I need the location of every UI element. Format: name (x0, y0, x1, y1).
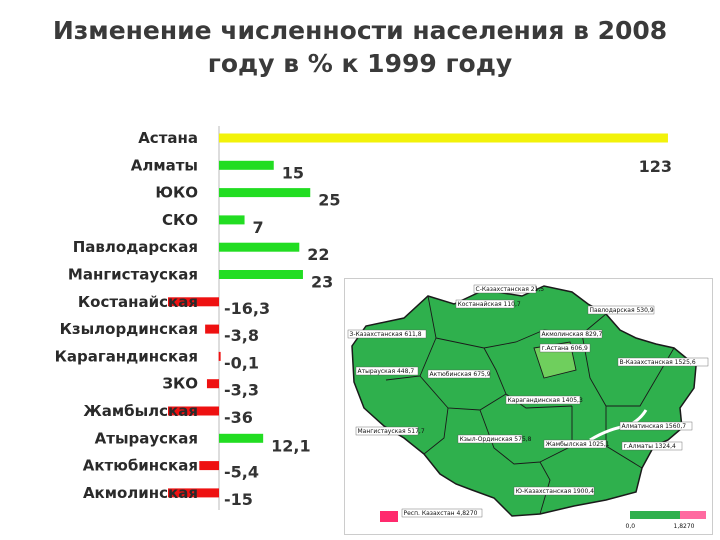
map-label-box-15 (513, 486, 595, 496)
map-label-8: В-Казахстанская 1525,6 (620, 359, 696, 366)
bar-8 (218, 351, 221, 361)
map-label-0: С-Казахстанская 21,5 (476, 286, 545, 293)
value-label-6: -16,3 (224, 299, 270, 318)
bars-layer: Астана 123 Алматы 15 ЮКО 25 СКО 7 Павлодарская 22… (55, 129, 672, 509)
map-label-12: Жамбылская 1025,1 (546, 441, 610, 448)
map-label-7: Актюбинская 675,9 (430, 371, 491, 378)
map-label-13: Алматинская 1560,7 (622, 423, 687, 430)
map-label-6: Атырауская 448,7 (358, 368, 415, 375)
map-label-15: Ю-Казахстанская 1900,4 (516, 488, 595, 495)
map-label-box-7 (427, 369, 491, 379)
category-label-5: Мангистауская (68, 266, 198, 284)
category-label-6: Костанайская (78, 293, 198, 311)
value-label-0: 123 (639, 157, 672, 176)
bar-0 (219, 133, 668, 143)
legend-gradient-bar-tail (680, 511, 706, 519)
bar-6 (168, 297, 219, 307)
category-label-2: ЮКО (155, 184, 198, 202)
bar-2 (219, 188, 311, 198)
map-label-5: г.Астана 606,9 (542, 345, 589, 352)
map-label-box-1 (455, 299, 515, 309)
map-label-box-4 (539, 329, 603, 339)
category-label-4: Павлодарская (73, 238, 198, 256)
map-label-box-13 (619, 421, 693, 431)
category-label-13: Акмолинская (83, 484, 198, 502)
category-label-7: Кзылординская (60, 320, 198, 338)
legend-republic-swatch (380, 511, 398, 522)
map-label-box-3 (347, 329, 427, 339)
value-label-11: 12,1 (271, 436, 310, 455)
map-label-box-12 (543, 439, 607, 449)
value-label-12: -5,4 (224, 463, 259, 482)
map-label-9: Карагандинская 1405,3 (508, 397, 583, 404)
value-label-3: 7 (253, 218, 264, 237)
chart-title-line-1: Изменение численности населения в 2008 (52, 16, 668, 45)
value-label-2: 25 (318, 191, 340, 210)
bar-11 (219, 433, 264, 443)
bar-5 (219, 270, 303, 279)
value-label-7: -3,8 (224, 326, 259, 345)
map-label-box-10 (355, 426, 419, 436)
map-label-box-8 (617, 357, 709, 367)
map-label-box-5 (539, 343, 591, 353)
bar-12 (199, 461, 219, 471)
map-label-box-6 (355, 366, 419, 376)
value-label-9: -3,3 (224, 381, 259, 400)
bar-13 (168, 488, 219, 498)
category-label-12: Актюбинская (83, 457, 198, 475)
map-label-16: Респ. Казахстан 4,8270 (404, 510, 478, 517)
category-label-0: Астана (138, 129, 198, 147)
value-label-10: -36 (224, 408, 253, 427)
category-label-11: Атырауская (95, 429, 198, 447)
map-label-2: Павлодарская 530,9 (590, 307, 654, 314)
map-label-box-9 (505, 395, 581, 405)
map-label-box-14 (621, 441, 683, 451)
value-label-5: 23 (311, 273, 333, 292)
category-label-10: Жамбылская (83, 402, 198, 420)
map-label-18: 1,8270 (674, 523, 695, 530)
map-label-4: Акмолинская 829,7 (542, 331, 603, 338)
value-label-4: 22 (307, 245, 329, 264)
category-label-9: ЗКО (162, 375, 198, 393)
map-label-box-2 (587, 305, 655, 315)
bar-3 (219, 215, 245, 225)
map-label-1: Костанайская 110,7 (458, 301, 521, 308)
value-label-13: -15 (224, 490, 253, 509)
map-label-3: З-Казахстанская 611,8 (350, 331, 422, 338)
category-label-8: Карагандинская (55, 347, 198, 365)
bar-10 (168, 406, 219, 416)
bar-4 (219, 242, 300, 252)
legend-gradient-bar (630, 511, 680, 519)
map-label-14: г.Алматы 1324,4 (624, 443, 677, 450)
map-label-17: 0,0 (626, 523, 636, 530)
category-label-1: Алматы (131, 156, 198, 174)
chart-title-line-2: году в % к 1999 году (207, 49, 513, 78)
kazakhstan-region-map: С-Казахстанская 21,5 Костанайская 110,7 Па… (344, 278, 713, 535)
chart-title: Изменение численности населения в 2008 г… (0, 14, 720, 80)
map-label-11: Кзыл-Ординская 575,8 (460, 436, 532, 443)
value-label-8: -0,1 (224, 353, 259, 372)
map-label-10: Мангистауская 517,7 (358, 428, 425, 435)
bar-1 (219, 160, 274, 170)
map-label-box-0 (473, 284, 537, 294)
map-label-box-16 (401, 508, 483, 518)
map-labels: С-Казахстанская 21,5 Костанайская 110,7 Па… (347, 284, 709, 530)
value-label-1: 15 (282, 163, 304, 182)
bar-7 (205, 324, 219, 334)
category-label-3: СКО (162, 211, 198, 229)
bar-9 (206, 379, 219, 389)
map-label-box-11 (457, 434, 523, 444)
